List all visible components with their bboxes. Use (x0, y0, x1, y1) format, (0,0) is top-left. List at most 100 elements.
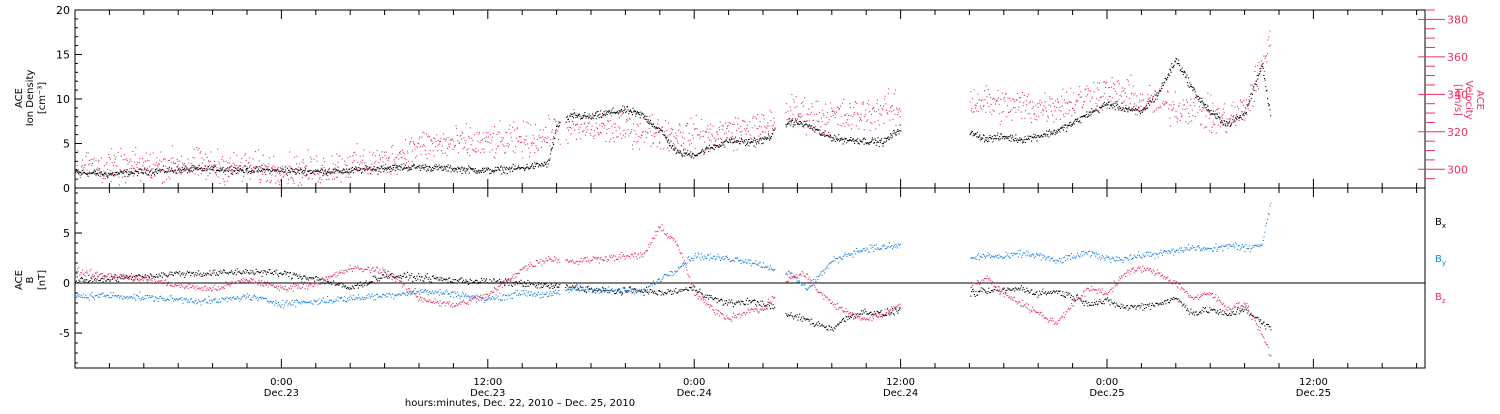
bx-series-point (158, 277, 159, 278)
bx-series-point (404, 274, 405, 275)
velocity-series-point (1227, 118, 1228, 119)
velocity-series-point (342, 158, 343, 159)
velocity-series-point (191, 163, 192, 164)
velocity-series-point (885, 103, 886, 104)
velocity-series-point (447, 148, 448, 149)
bx-series-point (313, 278, 314, 279)
density-series-point (1050, 132, 1051, 133)
bx-series-point (321, 279, 322, 280)
density-series-point (1014, 140, 1015, 141)
density-series-point (877, 141, 878, 142)
density-series-point (875, 138, 876, 139)
velocity-series-point (623, 135, 624, 136)
velocity-series-point (139, 158, 140, 159)
velocity-series-point (554, 119, 555, 120)
velocity-series-point (422, 146, 423, 147)
density-series-point (887, 137, 888, 138)
velocity-series-point (1081, 97, 1082, 98)
density-series-point (1257, 79, 1258, 80)
density-series-point (985, 139, 986, 140)
velocity-series-point (162, 183, 163, 184)
velocity-series-point (1203, 110, 1204, 111)
bx-series-point (373, 276, 374, 277)
density-series-point (559, 125, 560, 126)
density-series-point (180, 169, 181, 170)
density-series-point (251, 171, 252, 172)
bx-series-point (999, 290, 1000, 291)
velocity-series-point (589, 122, 590, 123)
velocity-series-point (279, 182, 280, 183)
bx-series-point (246, 272, 247, 273)
velocity-series-point (254, 167, 255, 168)
velocity-series-point (854, 112, 855, 113)
velocity-series-point (549, 145, 550, 146)
velocity-series-point (583, 130, 584, 131)
density-series-point (680, 151, 681, 152)
density-series-point (143, 173, 144, 174)
velocity-series-point (583, 117, 584, 118)
density-series-point (127, 169, 128, 170)
bx-series-point (375, 277, 376, 278)
velocity-series-point (374, 169, 375, 170)
bx-series-point (149, 277, 150, 278)
bx-series-point (484, 278, 485, 279)
bx-series-point (792, 316, 793, 317)
velocity-series-point (253, 158, 254, 159)
velocity-series-point (147, 160, 148, 161)
density-series-point (705, 149, 706, 150)
velocity-series-point (697, 135, 698, 136)
density-series-point (445, 167, 446, 168)
density-series-point (433, 170, 434, 171)
density-series-point (387, 169, 388, 170)
density-series-point (459, 168, 460, 169)
velocity-series-point (879, 113, 880, 114)
velocity-series-point (1259, 62, 1260, 63)
density-series-point (1101, 106, 1102, 107)
bx-series-point (826, 326, 827, 327)
density-series-point (669, 142, 670, 143)
velocity-series-point (1123, 90, 1124, 91)
bx-series-point (469, 283, 470, 284)
velocity-series-point (1071, 102, 1072, 103)
velocity-series-point (297, 156, 298, 157)
density-series-point (349, 169, 350, 170)
density-series-point (840, 140, 841, 141)
velocity-series-point (480, 152, 481, 153)
density-series-point (761, 139, 762, 140)
velocity-series-point (695, 148, 696, 149)
density-series-point (741, 139, 742, 140)
velocity-series-point (364, 163, 365, 164)
velocity-series-point (176, 173, 177, 174)
bx-series-point (80, 278, 81, 279)
bx-series-point (1167, 299, 1168, 300)
density-series-point (1270, 115, 1271, 116)
velocity-series-point (1181, 116, 1182, 117)
velocity-series-point (393, 169, 394, 170)
density-series-point (164, 172, 165, 173)
bx-series-point (1069, 293, 1070, 294)
bx-series-point (311, 277, 312, 278)
density-series-point (1086, 114, 1087, 115)
velocity-series-point (344, 161, 345, 162)
bx-series-point (222, 272, 223, 273)
density-series-point (232, 169, 233, 170)
density-series-point (865, 139, 866, 140)
bx-series-point (349, 287, 350, 288)
velocity-series-point (1123, 102, 1124, 103)
velocity-series-point (492, 150, 493, 151)
bx-series-point (554, 287, 555, 288)
velocity-series-point (717, 134, 718, 135)
bx-series-point (248, 272, 249, 273)
velocity-series-point (1080, 97, 1081, 98)
density-series-point (324, 174, 325, 175)
velocity-series-point (690, 118, 691, 119)
bx-series-point (1134, 306, 1135, 307)
bx-series-point (828, 330, 829, 331)
density-series-point (598, 111, 599, 112)
velocity-series-point (1084, 102, 1085, 103)
density-series-point (425, 166, 426, 167)
bx-series-point (442, 280, 443, 281)
density-series-point (210, 167, 211, 168)
velocity-series-point (1250, 84, 1251, 85)
density-series-point (427, 166, 428, 167)
